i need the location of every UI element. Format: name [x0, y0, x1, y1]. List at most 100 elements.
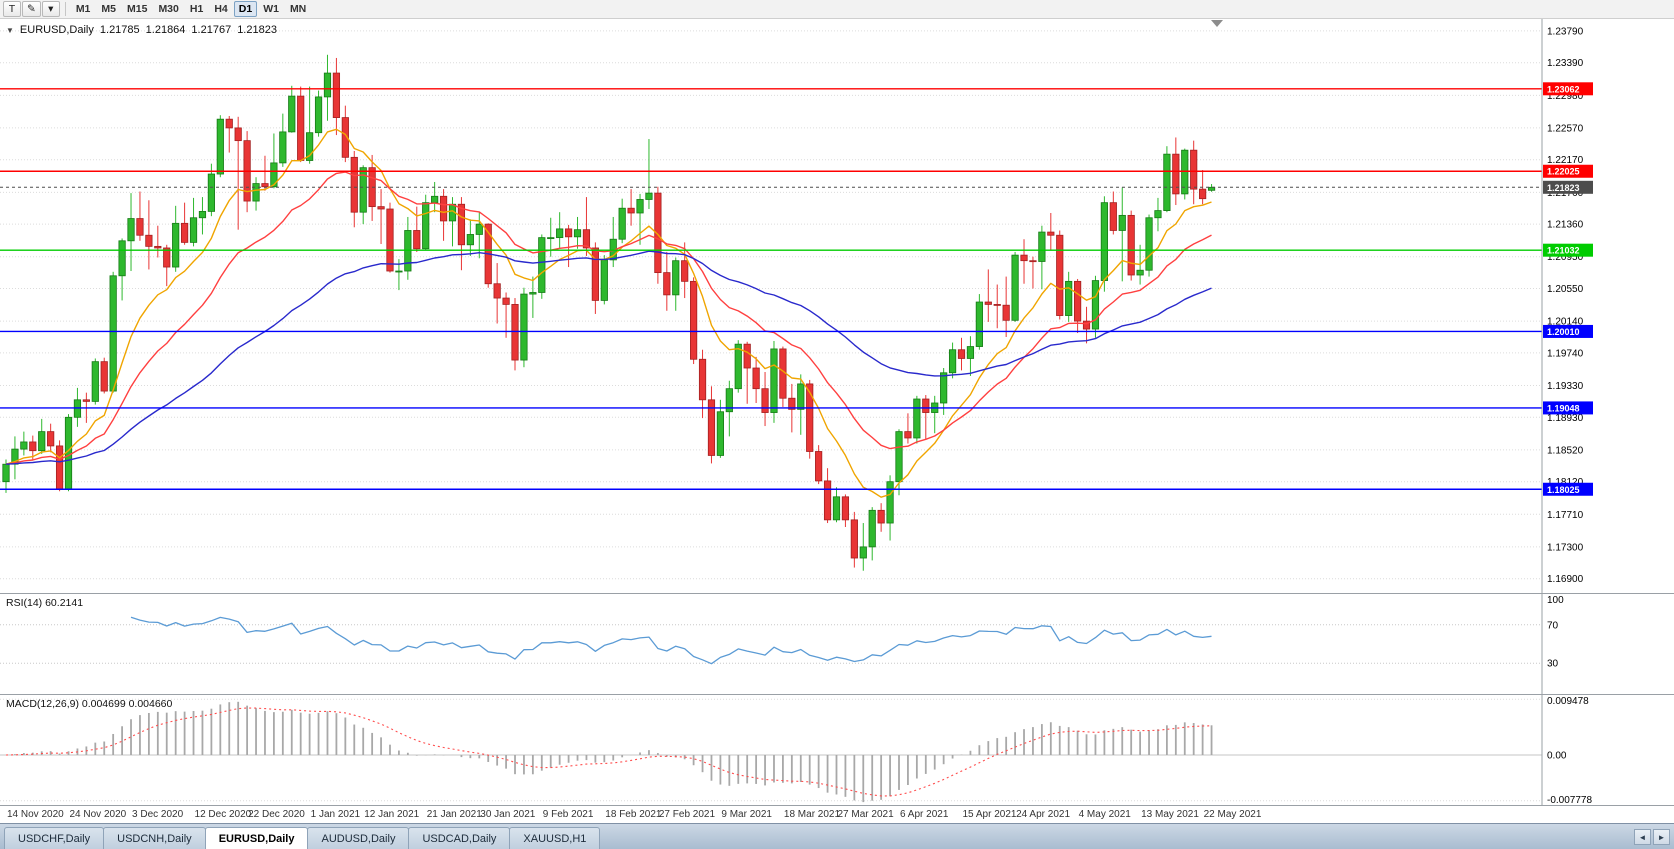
svg-text:1.18025: 1.18025	[1547, 485, 1580, 495]
macd-label: MACD(12,26,9) 0.004699 0.004660	[6, 698, 173, 710]
date-label: 9 Mar 2021	[721, 809, 772, 820]
timeframe-m15-button[interactable]: M15	[127, 2, 148, 15]
collapse-arrow-icon[interactable]: ▼	[6, 25, 14, 35]
svg-text:0.00: 0.00	[1547, 751, 1567, 762]
medium-ma-line	[5, 171, 1212, 465]
date-label: 3 Dec 2020	[132, 809, 184, 820]
price-grid	[0, 30, 1542, 580]
tab-usdcnh-daily[interactable]: USDCNH,Daily	[103, 827, 206, 849]
svg-text:100: 100	[1547, 595, 1564, 606]
date-label: 21 Jan 2021	[426, 809, 482, 820]
timeframe-mn-button[interactable]: MN	[289, 2, 307, 15]
svg-text:1.16900: 1.16900	[1547, 574, 1584, 585]
rsi-indicator-pane[interactable]: 100 70 30	[0, 594, 1674, 694]
pane-separator[interactable]	[0, 694, 1674, 695]
timeframe-m1-button[interactable]: M1	[75, 2, 91, 15]
tab-scroll-buttons: ◄ ►	[1634, 829, 1670, 849]
macd-signal-line	[5, 707, 1212, 797]
svg-text:1.20140: 1.20140	[1547, 317, 1584, 328]
date-label: 15 Apr 2021	[962, 809, 1017, 820]
symbol-ohlc-readout: ▼ EURUSD,Daily 1.21785 1.21864 1.21767 1…	[6, 24, 277, 36]
timeframe-d1-button[interactable]: D1	[233, 1, 258, 17]
fast-ma-line	[5, 128, 1212, 498]
chart-tab-bar: USDCHF,Daily USDCNH,Daily EURUSD,Daily AUDU…	[0, 823, 1674, 849]
svg-text:1.23790: 1.23790	[1547, 26, 1584, 37]
text-cursor-tool-button[interactable]: T	[3, 1, 21, 17]
date-label: 30 Jan 2021	[480, 809, 536, 820]
svg-text:1.19048: 1.19048	[1547, 403, 1580, 413]
chart-shift-marker[interactable]	[1211, 20, 1223, 27]
svg-text:1.23390: 1.23390	[1547, 58, 1584, 69]
chart-area: 1.23790 1.23390 1.22980 1.22570 1.22170 1.217…	[0, 19, 1674, 823]
svg-text:1.17300: 1.17300	[1547, 542, 1584, 553]
svg-text:1.22570: 1.22570	[1547, 123, 1584, 134]
date-label: 22 May 2021	[1203, 809, 1262, 820]
svg-text:30: 30	[1547, 659, 1559, 670]
slow-ma-line	[5, 250, 1212, 465]
date-label: 18 Feb 2021	[605, 809, 662, 820]
macd-histogram	[14, 701, 1213, 803]
svg-text:70: 70	[1547, 620, 1559, 631]
tab-eurusd-daily[interactable]: EURUSD,Daily	[204, 827, 309, 849]
date-label: 9 Feb 2021	[542, 809, 594, 820]
tab-usdcad-daily[interactable]: USDCAD,Daily	[408, 827, 511, 849]
toolbar-separator	[64, 2, 66, 16]
date-label: 27 Feb 2021	[658, 809, 716, 820]
svg-text:1.21032: 1.21032	[1547, 246, 1580, 256]
symbol-label: EURUSD,Daily	[19, 24, 94, 36]
date-label: 24 Apr 2021	[1016, 809, 1071, 820]
tab-scroll-right-button[interactable]: ►	[1653, 829, 1670, 845]
tab-usdchf-daily[interactable]: USDCHF,Daily	[4, 827, 105, 849]
svg-text:1.17710: 1.17710	[1547, 510, 1584, 521]
tools-dropdown-button[interactable]: ▾	[41, 1, 60, 17]
candlestick-series	[2, 54, 1216, 571]
date-label: 6 Apr 2021	[900, 809, 949, 820]
timeframe-m5-button[interactable]: M5	[101, 2, 116, 15]
date-label: 24 Nov 2020	[69, 809, 127, 820]
close-value: 1.21823	[237, 24, 277, 36]
date-label: 4 May 2021	[1078, 809, 1131, 820]
rsi-line	[130, 616, 1212, 665]
svg-text:1.20010: 1.20010	[1547, 327, 1580, 337]
pane-separator[interactable]	[0, 593, 1674, 594]
timeframe-w1-button[interactable]: W1	[263, 2, 279, 15]
svg-text:1.23062: 1.23062	[1547, 84, 1580, 94]
date-label: 27 Mar 2021	[837, 809, 894, 820]
tab-xauusd-h1[interactable]: XAUUSD,H1	[509, 827, 601, 849]
date-label: 12 Dec 2020	[194, 809, 252, 820]
svg-text:1.19740: 1.19740	[1547, 348, 1584, 359]
svg-text:1.22025: 1.22025	[1547, 167, 1580, 177]
timeframe-h4-button[interactable]: H4	[214, 2, 228, 15]
svg-text:1.18930: 1.18930	[1547, 413, 1584, 424]
high-value: 1.21864	[145, 24, 186, 36]
svg-text:1.19330: 1.19330	[1547, 381, 1584, 392]
toolbar: T ✎ ▾ M1 M5 M15 M30 H1 H4 D1 W1 MN	[0, 0, 1674, 19]
svg-text:-0.007778: -0.007778	[1547, 795, 1592, 805]
svg-text:1.22980: 1.22980	[1547, 91, 1584, 102]
svg-text:1.18520: 1.18520	[1547, 445, 1584, 456]
date-label: 22 Dec 2020	[248, 809, 305, 820]
svg-text:0.009478: 0.009478	[1547, 696, 1589, 707]
date-label: 13 May 2021	[1141, 809, 1199, 820]
date-label: 12 Jan 2021	[364, 809, 420, 820]
svg-text:1.22170: 1.22170	[1547, 155, 1584, 166]
price-chart-pane[interactable]: 1.23790 1.23390 1.22980 1.22570 1.22170 1.217…	[0, 19, 1674, 593]
draw-tool-button[interactable]: ✎	[22, 1, 41, 17]
macd-indicator-pane[interactable]: 0.009478 0.00 -0.007778	[0, 695, 1674, 805]
svg-text:1.21360: 1.21360	[1547, 220, 1584, 231]
low-value: 1.21767	[191, 24, 232, 36]
svg-text:1.20950: 1.20950	[1547, 252, 1584, 263]
svg-text:1.18120: 1.18120	[1547, 477, 1584, 488]
rsi-label: RSI(14) 60.2141	[6, 597, 84, 609]
open-value: 1.21785	[99, 24, 140, 36]
timeframe-h1-button[interactable]: H1	[189, 2, 204, 15]
date-label: 18 Mar 2021	[783, 809, 841, 820]
tab-audusd-daily[interactable]: AUDUSD,Daily	[307, 827, 410, 849]
tab-scroll-left-button[interactable]: ◄	[1634, 829, 1651, 845]
date-label: 1 Jan 2021	[310, 809, 361, 820]
timeframe-m30-button[interactable]: M30	[158, 2, 179, 15]
svg-text:1.21823: 1.21823	[1547, 183, 1580, 193]
date-label: 14 Nov 2020	[7, 809, 64, 820]
time-axis[interactable]: 14 Nov 2020 24 Nov 2020 3 Dec 2020 12 Dec 2…	[0, 805, 1674, 823]
